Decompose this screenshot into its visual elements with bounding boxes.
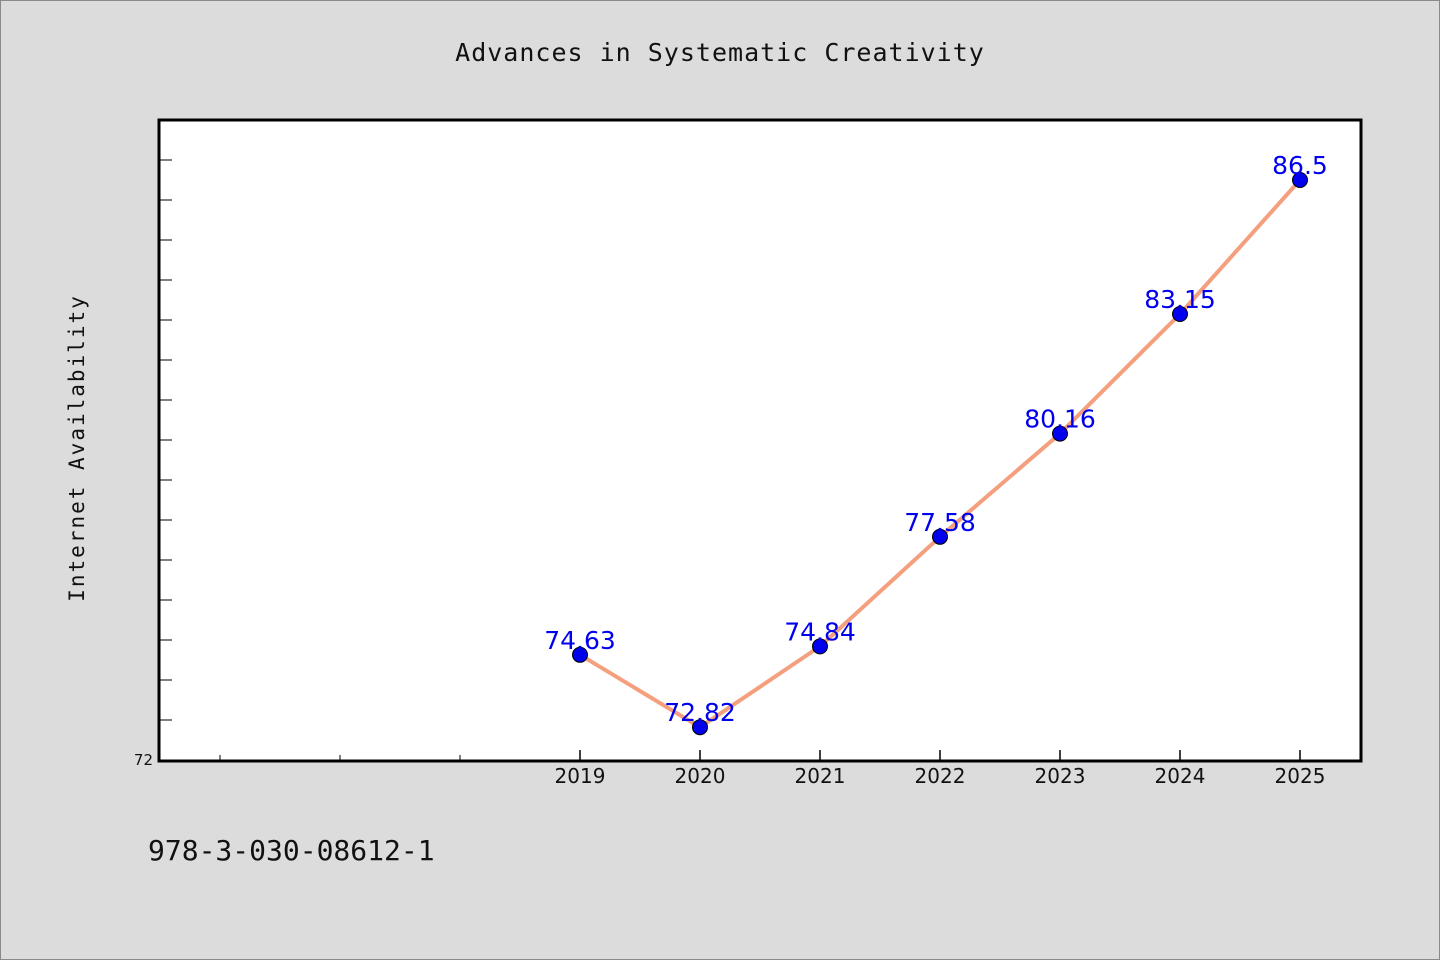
data-label: 83.15: [1144, 285, 1216, 314]
y-axis-ticks: 72: [134, 159, 172, 769]
plot-area: [157, 118, 1363, 763]
x-tick-label: 2025: [1275, 764, 1326, 788]
data-point: [692, 719, 708, 736]
y-axis-label: Internet Availability: [65, 294, 89, 602]
data-point: [572, 646, 588, 663]
footer-note: 978-3-030-08612-1: [148, 834, 435, 867]
x-tick-label: 2020: [675, 764, 726, 788]
data-point: [1292, 172, 1308, 188]
x-tick-label: 2022: [915, 764, 966, 788]
x-tick-label: 2019: [555, 764, 606, 788]
data-series: [572, 172, 1308, 736]
x-tick-label: 2021: [795, 764, 846, 788]
data-point: [1172, 306, 1188, 322]
data-point: [1052, 425, 1068, 442]
data-label: 77.58: [904, 508, 976, 537]
x-tick-label: 2023: [1035, 764, 1086, 788]
data-label: 74.84: [784, 617, 856, 646]
x-tick-label: 2024: [1155, 764, 1206, 788]
data-point: [812, 638, 828, 655]
data-label: 80.16: [1024, 405, 1096, 434]
data-labels: 74.63 72.82 74.84 77.58 80.16 83.15 86.5: [544, 151, 1328, 727]
x-axis-ticks: 2019 2020 2021 2022 2023 2024 2025: [219, 750, 1326, 788]
data-label: 74.63: [544, 626, 616, 655]
data-label: 72.82: [664, 698, 736, 727]
chart-title: Advances in Systematic Creativity: [455, 38, 985, 67]
y-tick-label: 72: [134, 751, 153, 769]
data-point: [932, 528, 948, 545]
data-label: 86.5: [1272, 151, 1328, 180]
